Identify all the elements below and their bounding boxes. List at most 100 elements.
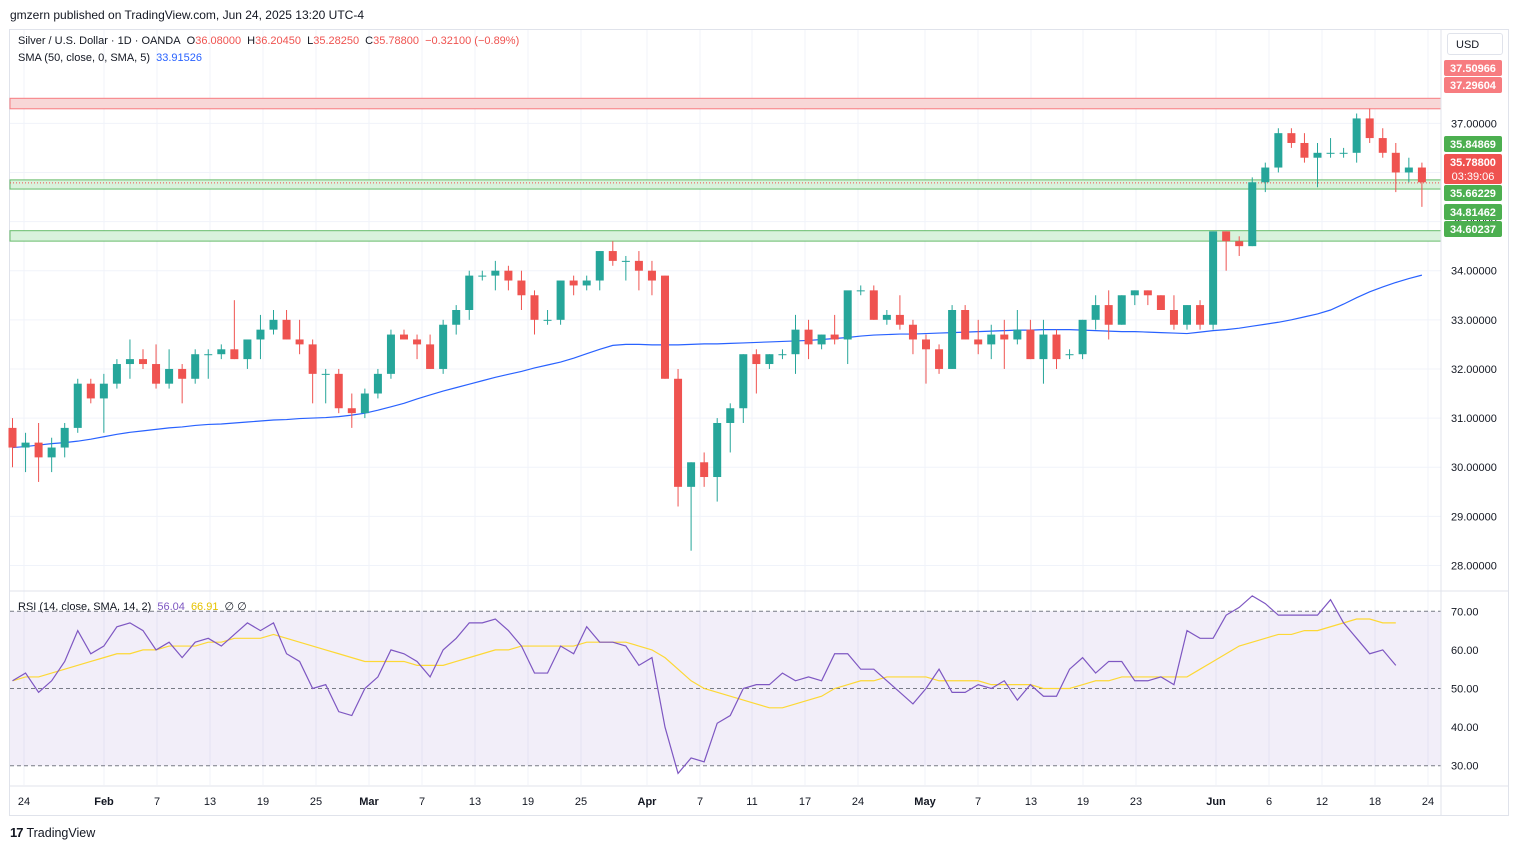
candle-body [491,270,500,276]
candle [1039,319,1048,384]
time-tick-label: 19 [522,796,534,808]
candle-body [661,275,669,379]
candle [752,349,761,394]
rsi-ma-line [12,618,1396,709]
candle [543,310,552,325]
candle [360,388,369,419]
candle-body [778,354,787,356]
candle [308,339,317,404]
candle [73,378,82,433]
candle [869,285,878,320]
rsi-legend[interactable]: RSI (14, close, SMA, 14, 2) 56.04 66.91 … [18,600,250,613]
resistance-zone [9,97,1442,110]
zones [9,97,1442,242]
candle-body [1391,152,1400,173]
candle-body [1248,182,1257,247]
footer-brand[interactable]: 17 TradingView [10,825,95,840]
candle-body [1196,305,1205,325]
rsi-ma-value: 66.91 [190,601,219,613]
candle [1339,147,1348,158]
candle [334,368,343,414]
support-zone [9,179,1442,190]
candle-body [73,383,82,428]
candle-body [935,349,944,369]
candle [321,368,330,404]
candle [843,290,852,365]
price-tick-label: 29.00000 [1451,511,1497,523]
rsi-line [12,595,1397,775]
time-tick-label: 18 [1369,796,1381,808]
candle-body [1143,290,1152,296]
candle [178,364,187,404]
price-axis-label-text: 34.81462 [1450,207,1496,219]
candle [608,241,617,266]
low-value: 35.28250 [313,35,360,47]
price-tick-label: 37.00000 [1451,118,1497,130]
candle-body [295,339,304,345]
time-tick-label: May [914,796,936,808]
time-tick-label: 7 [697,796,703,808]
candle-body [452,310,461,325]
candle [1026,319,1035,360]
candle-body [426,344,435,369]
candle-body [1104,305,1113,325]
close-label: C [365,35,374,47]
candle [1143,290,1152,306]
symbol-legend[interactable]: Silver / U.S. Dollar · 1D · OANDA O36.08… [18,35,522,47]
candle [373,368,382,399]
candle-body [1222,231,1231,242]
open-value: 36.08000 [195,35,242,47]
rsi-extra: ∅ ∅ [224,601,247,613]
candle-body [739,354,748,409]
candle [1209,231,1218,330]
candle [922,334,930,384]
sma-legend[interactable]: SMA (50, close, 0, SMA, 5) 33.91526 [18,52,205,64]
candle-body [178,368,187,379]
candle-body [700,462,709,478]
price-tick-label: 30.00000 [1451,462,1497,474]
candle [1248,177,1257,247]
candle-body [1313,152,1322,158]
candle-body [608,251,617,261]
candle-body [400,334,408,340]
candle [661,275,669,379]
candle-body [517,280,526,296]
time-tick-label: 23 [1130,796,1142,808]
candle [8,418,17,468]
candle-body [752,354,761,365]
candle-body [139,359,147,365]
tradingview-logo-icon: 17 [10,825,24,840]
candle [139,349,147,369]
axes: 37.0000036.0000035.0000034.0000033.00000… [10,30,1508,815]
candle-body [687,462,696,487]
candle-body [895,314,904,325]
time-tick-label: 25 [310,796,322,808]
candle-body [439,324,448,369]
candle [582,275,591,291]
close-value: 35.78800 [373,35,419,47]
candle-body [1013,329,1022,340]
price-axis-label-text: 37.50966 [1450,63,1496,75]
candle [1352,113,1361,163]
candle-body [1378,138,1387,153]
currency-button[interactable]: USD [1447,33,1503,55]
candle-body [634,260,643,271]
time-tick-label: 24 [852,796,864,808]
candle-body [595,251,604,281]
high-label: H [247,35,256,47]
candle-body [1117,295,1126,325]
time-tick-label: 6 [1266,796,1272,808]
candle-body [674,378,683,487]
candle-body [1156,295,1165,310]
candle-body [47,447,56,458]
candle-body [86,383,95,399]
high-value: 36.20450 [255,35,302,47]
candle-body [948,310,957,369]
candle [1326,138,1335,158]
candle [125,339,134,379]
price-axis-label-text: 37.29604 [1450,80,1497,92]
candle [1287,128,1296,148]
candle [282,310,291,340]
rsi-tick-label: 30.00 [1451,761,1479,773]
